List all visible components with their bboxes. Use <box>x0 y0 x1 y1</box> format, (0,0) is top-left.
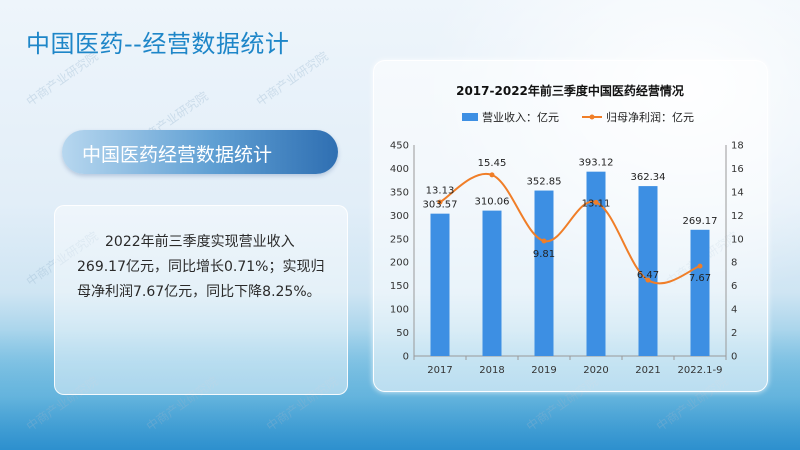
y-right-tick-label: 8 <box>731 258 737 269</box>
legend-bar-swatch <box>462 113 478 121</box>
chart: 2017-2022年前三季度中国医药经营情况 营业收入：亿元 归母净利润：亿元 … <box>390 83 744 377</box>
y-left-tick-label: 350 <box>390 187 409 198</box>
summary-text: 2022年前三季度实现营业收入269.17亿元，同比增长0.71%；实现归母净利… <box>77 234 325 300</box>
y-right-tick-label: 16 <box>731 164 744 175</box>
bar-value-label: 310.06 <box>475 197 510 208</box>
legend-bar-label: 营业收入：亿元 <box>482 110 559 124</box>
legend-line-marker <box>589 114 595 120</box>
y-left-tick-label: 250 <box>390 234 409 245</box>
y-left-tick-label: 450 <box>390 141 409 152</box>
line-point <box>489 172 495 178</box>
y-left-tick-label: 0 <box>403 352 409 363</box>
bar <box>534 190 554 356</box>
x-tick-label: 2021 <box>635 365 660 376</box>
line-value-label: 7.67 <box>689 273 711 284</box>
y-left-tick-label: 400 <box>390 164 409 175</box>
bar-value-label: 303.57 <box>423 200 458 211</box>
x-tick-label: 2022.1-9 <box>678 365 723 376</box>
bar <box>586 171 606 356</box>
y-left-tick-label: 300 <box>390 211 409 222</box>
y-right-tick-label: 0 <box>731 352 737 363</box>
y-left-tick-label: 150 <box>390 281 409 292</box>
x-tick-label: 2019 <box>531 365 556 376</box>
section-header-label: 中国医药经营数据统计 <box>82 144 273 166</box>
page-title: 中国医药--经营数据统计 <box>26 30 290 58</box>
legend-line-label: 归母净利润：亿元 <box>606 110 694 124</box>
x-tick-label: 2017 <box>427 365 452 376</box>
section-header: 中国医药经营数据统计 <box>62 130 338 174</box>
bar <box>482 210 502 356</box>
y-right-tick-label: 2 <box>731 328 737 339</box>
chart-card: 2017-2022年前三季度中国医药经营情况 营业收入：亿元 归母净利润：亿元 … <box>373 60 768 392</box>
line-path <box>439 172 701 285</box>
legend: 营业收入：亿元 归母净利润：亿元 <box>462 110 694 124</box>
bar-value-label: 269.17 <box>683 216 718 227</box>
line-value-label: 13.13 <box>426 186 455 197</box>
bar-value-label: 393.12 <box>579 158 614 169</box>
y-right-tick-label: 6 <box>731 281 737 292</box>
summary-card: 2022年前三季度实现营业收入269.17亿元，同比增长0.71%；实现归母净利… <box>54 205 348 395</box>
line-series <box>437 172 703 285</box>
y-left-tick-label: 200 <box>390 258 409 269</box>
line-value-label: 6.47 <box>637 270 659 281</box>
y-left-tick-label: 50 <box>396 328 409 339</box>
line-value-label: 13.11 <box>582 198 611 209</box>
bar <box>690 229 710 356</box>
x-tick-label: 2020 <box>583 365 608 376</box>
x-tick-label: 2018 <box>479 365 504 376</box>
line-point <box>437 199 443 205</box>
line-point <box>697 263 703 269</box>
y-right-tick-label: 18 <box>731 141 744 152</box>
y-right-tick-label: 12 <box>731 211 744 222</box>
line-point <box>593 199 599 205</box>
bar-value-label: 362.34 <box>631 172 666 183</box>
y-right-tick-label: 10 <box>731 234 744 245</box>
bar-value-label: 352.85 <box>527 177 562 188</box>
axes: 0 50 100 150 200 250 300 350 400 450 0 2 4 6 8 10 12 14 16… <box>390 141 744 377</box>
data-labels: 303.57 310.06 352.85 393.12 362.34 269.17 13.1… <box>423 158 718 284</box>
chart-title: 2017-2022年前三季度中国医药经营情况 <box>456 83 684 98</box>
y-left-tick-label: 100 <box>390 305 409 316</box>
bar-series <box>430 171 710 356</box>
bar <box>430 213 450 356</box>
bar <box>638 186 658 356</box>
y-right-tick-label: 4 <box>731 305 737 316</box>
line-value-label: 15.45 <box>478 158 507 169</box>
y-right-tick-label: 14 <box>731 187 744 198</box>
line-value-label: 9.81 <box>533 249 555 260</box>
line-point <box>541 238 547 244</box>
line-point <box>645 277 651 283</box>
